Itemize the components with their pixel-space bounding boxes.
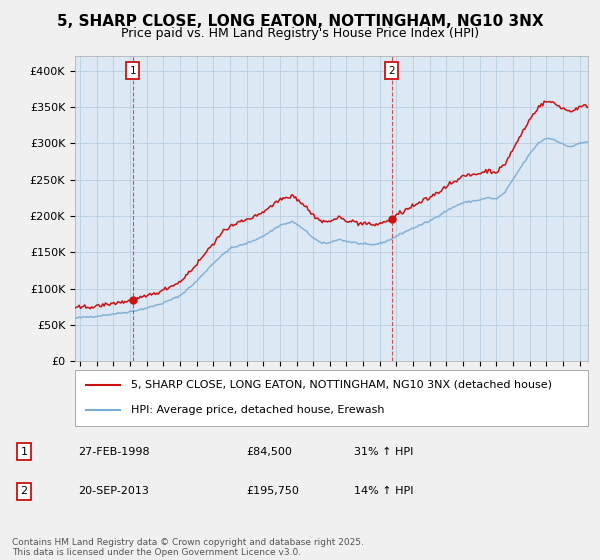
- Text: 1: 1: [130, 66, 136, 76]
- Text: £195,750: £195,750: [246, 486, 299, 496]
- Text: 1: 1: [20, 446, 28, 456]
- Text: 14% ↑ HPI: 14% ↑ HPI: [354, 486, 413, 496]
- Text: 27-FEB-1998: 27-FEB-1998: [78, 446, 149, 456]
- Text: Contains HM Land Registry data © Crown copyright and database right 2025.
This d: Contains HM Land Registry data © Crown c…: [12, 538, 364, 557]
- Text: 31% ↑ HPI: 31% ↑ HPI: [354, 446, 413, 456]
- Text: Price paid vs. HM Land Registry's House Price Index (HPI): Price paid vs. HM Land Registry's House …: [121, 27, 479, 40]
- Text: £84,500: £84,500: [246, 446, 292, 456]
- Text: 20-SEP-2013: 20-SEP-2013: [78, 486, 149, 496]
- Text: 2: 2: [388, 66, 395, 76]
- Text: HPI: Average price, detached house, Erewash: HPI: Average price, detached house, Erew…: [131, 405, 385, 416]
- Text: 2: 2: [20, 486, 28, 496]
- Text: 5, SHARP CLOSE, LONG EATON, NOTTINGHAM, NG10 3NX: 5, SHARP CLOSE, LONG EATON, NOTTINGHAM, …: [56, 14, 544, 29]
- Text: 5, SHARP CLOSE, LONG EATON, NOTTINGHAM, NG10 3NX (detached house): 5, SHARP CLOSE, LONG EATON, NOTTINGHAM, …: [131, 380, 553, 390]
